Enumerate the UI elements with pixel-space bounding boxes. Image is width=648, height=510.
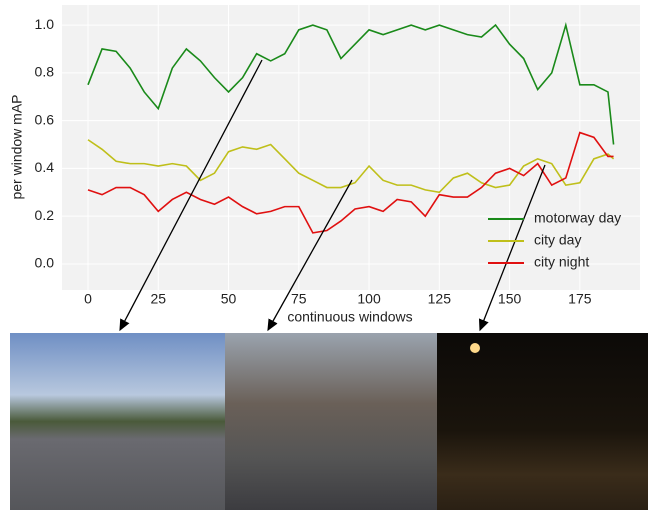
x-tick-label: 25 <box>150 291 166 307</box>
x-tick-label: 50 <box>221 291 237 307</box>
x-tick-label: 0 <box>84 291 92 307</box>
photo-city-night <box>437 333 648 510</box>
street-light <box>470 343 480 353</box>
y-tick-label: 1.0 <box>35 16 55 32</box>
x-tick-label: 125 <box>428 291 452 307</box>
legend-label: city night <box>534 254 589 270</box>
figure: continuous windows per window mAP 0.0 0.2… <box>0 0 648 510</box>
y-tick-label: 0.4 <box>35 159 55 175</box>
y-tick-label: 0.2 <box>35 207 55 223</box>
y-tick-label: 0.8 <box>35 64 55 80</box>
x-tick-label: 100 <box>357 291 381 307</box>
x-tick-label: 75 <box>291 291 307 307</box>
legend-label: city day <box>534 232 581 248</box>
photo-city-day <box>225 333 437 510</box>
legend-label: motorway day <box>534 210 621 226</box>
y-axis-label: per window mAP <box>9 94 25 199</box>
y-tick-label: 0.0 <box>35 255 55 271</box>
x-axis-label: continuous windows <box>287 309 412 325</box>
y-tick-label: 0.6 <box>35 111 55 127</box>
x-tick-label: 150 <box>498 291 522 307</box>
photo-motorway <box>10 333 225 510</box>
x-tick-label: 175 <box>568 291 592 307</box>
